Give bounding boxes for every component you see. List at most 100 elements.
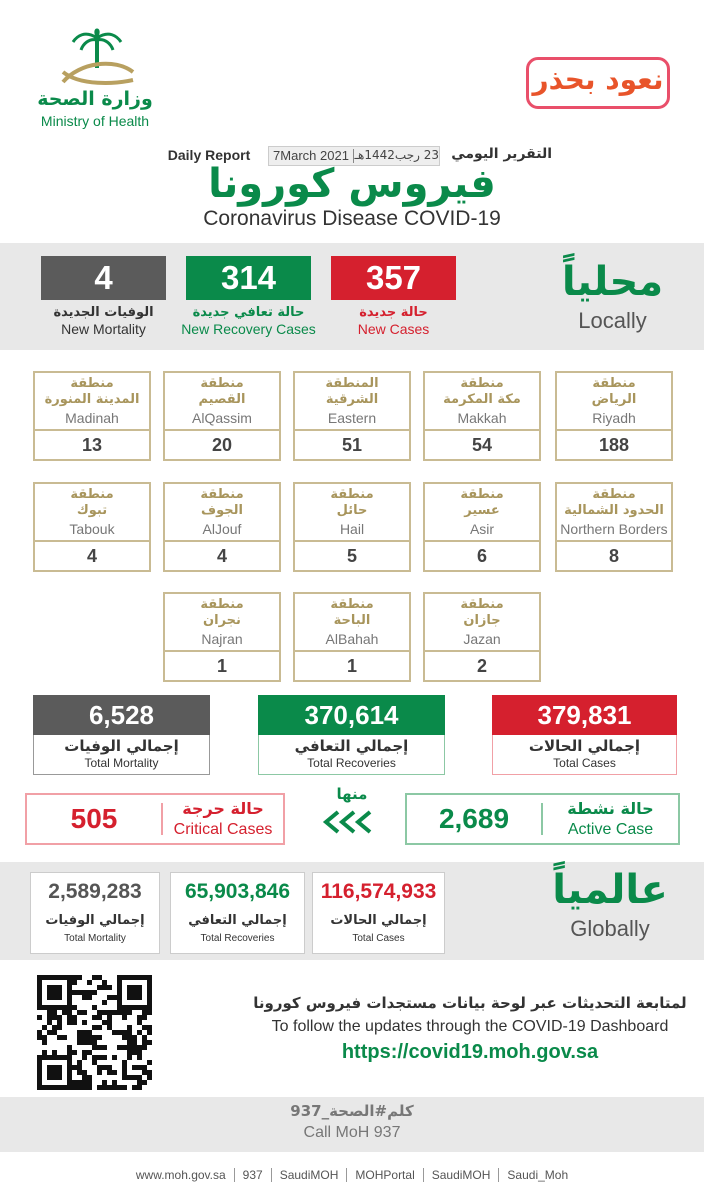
- qr-cell: [92, 1060, 97, 1065]
- qr-cell: [147, 1070, 152, 1075]
- qr-cell: [37, 1065, 42, 1070]
- qr-cell: [77, 1040, 82, 1045]
- region-prefix: منطقة: [70, 376, 114, 391]
- region-value: 2: [476, 656, 487, 676]
- qr-cell: [82, 1070, 87, 1075]
- qr-cell: [132, 990, 137, 995]
- qr-cell: [142, 1035, 147, 1040]
- region-name-en: Northern Borders: [560, 521, 668, 537]
- footer-link[interactable]: SaudiMOH: [279, 1168, 339, 1182]
- qr-cell: [142, 1040, 147, 1045]
- qr-cell: [62, 1035, 67, 1040]
- qr-cell: [112, 1030, 117, 1035]
- qr-cell: [122, 975, 127, 980]
- global-label-en: Total Recoveries: [200, 933, 275, 944]
- campaign-badge: [526, 57, 670, 109]
- stat-label-en: New Cases: [357, 321, 430, 337]
- call-panel: [0, 1097, 704, 1152]
- qr-cell: [142, 975, 147, 980]
- qr-cell: [147, 1040, 152, 1045]
- qr-cell: [52, 1055, 57, 1060]
- qr-cell: [117, 1005, 122, 1010]
- region-divider: [293, 540, 411, 542]
- qr-cell: [82, 1035, 87, 1040]
- status-label-ar: حالة نشطة: [567, 799, 654, 818]
- qr-cell: [122, 1070, 127, 1075]
- region-name-en: Riyadh: [592, 410, 636, 426]
- qr-cell: [62, 1005, 67, 1010]
- qr-cell: [147, 980, 152, 985]
- region-box: [555, 371, 673, 461]
- qr-cell: [77, 975, 82, 980]
- total-value: 370,614: [304, 700, 399, 730]
- qr-cell: [37, 975, 42, 980]
- footer-separator: [270, 1168, 272, 1182]
- qr-cell: [102, 1065, 107, 1070]
- qr-cell: [122, 1005, 127, 1010]
- region-prefix: منطقة: [460, 597, 504, 612]
- region-prefix: منطقة: [200, 487, 244, 502]
- total-value: 6,528: [88, 700, 155, 730]
- qr-cell: [92, 1005, 97, 1010]
- region-box: [293, 371, 411, 461]
- region-name-en: AlJouf: [202, 521, 242, 537]
- footer-link[interactable]: MOHPortal: [355, 1168, 415, 1182]
- qr-cell: [67, 990, 72, 995]
- region-name-ar: القصيم: [198, 392, 246, 407]
- region-divider: [555, 540, 673, 542]
- global-label-ar: عالمياً: [552, 867, 668, 913]
- qr-cell: [37, 995, 42, 1000]
- qr-cell: [77, 1035, 82, 1040]
- qr-cell: [77, 1080, 82, 1085]
- qr-cell: [127, 995, 132, 1000]
- qr-cell: [52, 1015, 57, 1020]
- qr-cell: [112, 1010, 117, 1015]
- stat-label-ar: حالة تعافي جديدة: [192, 305, 305, 320]
- qr-cell: [102, 980, 107, 985]
- qr-cell: [77, 1085, 82, 1090]
- qr-cell: [72, 1050, 77, 1055]
- qr-cell: [47, 1085, 52, 1090]
- stat-box: [186, 256, 311, 300]
- footer-link[interactable]: Saudi_Moh: [507, 1168, 569, 1182]
- qr-cell: [117, 980, 122, 985]
- global-label-en: Total Mortality: [64, 933, 126, 944]
- qr-cell: [127, 1005, 132, 1010]
- footer-link[interactable]: SaudiMOH: [431, 1168, 491, 1182]
- qr-cell: [47, 995, 52, 1000]
- qr-cell: [97, 1025, 102, 1030]
- qr-cell: [122, 1030, 127, 1035]
- region-prefix: منطقة: [592, 376, 636, 391]
- status-label-ar: حالة حرجة: [182, 799, 264, 818]
- qr-cell: [87, 1080, 92, 1085]
- qr-cell: [147, 1030, 152, 1035]
- qr-cell: [122, 1045, 127, 1050]
- status-value: 505: [70, 803, 118, 834]
- qr-cell: [67, 1050, 72, 1055]
- dashboard-url[interactable]: https://covid19.moh.gov.sa: [341, 1041, 599, 1063]
- qr-cell: [137, 1030, 142, 1035]
- qr-cell: [52, 975, 57, 980]
- qr-code: [37, 975, 153, 1091]
- footer-link[interactable]: www.moh.gov.sa: [135, 1168, 226, 1182]
- region-divider: [163, 540, 281, 542]
- qr-cell: [37, 1075, 42, 1080]
- qr-cell: [57, 995, 62, 1000]
- qr-cell: [147, 995, 152, 1000]
- qr-cell: [97, 1035, 102, 1040]
- qr-cell: [72, 1080, 77, 1085]
- region-name-en: AlQassim: [192, 410, 252, 426]
- global-label-ar: إجمالي التعافي: [188, 913, 287, 928]
- global-label-ar: إجمالي الوفيات: [45, 913, 145, 928]
- qr-cell: [67, 975, 72, 980]
- qr-cell: [57, 975, 62, 980]
- status-label-en: Critical Cases: [173, 821, 273, 838]
- qr-cell: [67, 1000, 72, 1005]
- footer-link[interactable]: 937: [242, 1168, 263, 1182]
- qr-cell: [132, 995, 137, 1000]
- qr-cell: [47, 1010, 52, 1015]
- region-divider: [423, 540, 541, 542]
- qr-cell: [77, 1065, 82, 1070]
- date-box: [268, 146, 440, 166]
